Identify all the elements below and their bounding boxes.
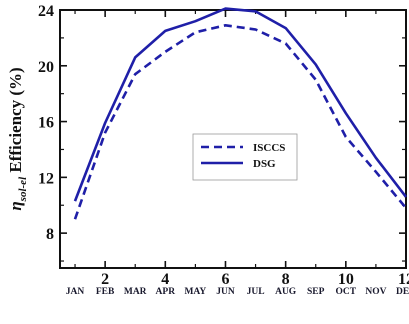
labels-layer: 81216202424681012JANFEBMARAPRMAYJUNJULAU…: [6, 3, 409, 297]
x-tick-label: 8: [282, 271, 290, 288]
y-tick-label: 20: [38, 59, 54, 76]
x-tick-label: 10: [338, 271, 354, 288]
y-axis-label: ηsol-el Efficiency (%): [6, 67, 29, 210]
month-label: JUL: [247, 287, 265, 297]
y-tick-label: 16: [38, 115, 54, 132]
x-tick-label: 12: [398, 271, 409, 288]
y-tick-label: 24: [38, 3, 54, 20]
month-label: MAR: [124, 287, 147, 297]
series-line-isccs: [73, 23, 407, 220]
x-tick-label: 2: [101, 271, 109, 288]
month-label: SEP: [307, 287, 325, 297]
month-label: DEC: [396, 287, 409, 297]
x-tick-label: 4: [161, 271, 169, 288]
month-label: FEB: [96, 287, 115, 297]
month-label: JAN: [66, 287, 85, 297]
y-tick-label: 8: [46, 226, 54, 243]
legend-box: [192, 133, 298, 181]
month-label: NOV: [365, 287, 386, 297]
month-label: APR: [156, 287, 176, 297]
month-label: MAY: [184, 287, 206, 297]
series-layer: [73, 7, 408, 220]
legend: ISCCS DSG: [192, 133, 298, 181]
month-label: AUG: [275, 287, 297, 297]
x-tick-label: 6: [221, 271, 229, 288]
legend-label: ISCCS: [253, 142, 285, 154]
y-axis-label-text: Efficiency (%): [6, 67, 25, 177]
y-axis-label-symbol: η: [6, 201, 25, 210]
legend-label: DSG: [253, 158, 276, 170]
month-label: JUN: [216, 287, 235, 297]
month-label: OCT: [336, 287, 357, 297]
y-axis-label-subscript: sol-el: [17, 176, 29, 202]
y-tick-label: 12: [38, 170, 54, 187]
series-line-dsg: [73, 7, 408, 202]
